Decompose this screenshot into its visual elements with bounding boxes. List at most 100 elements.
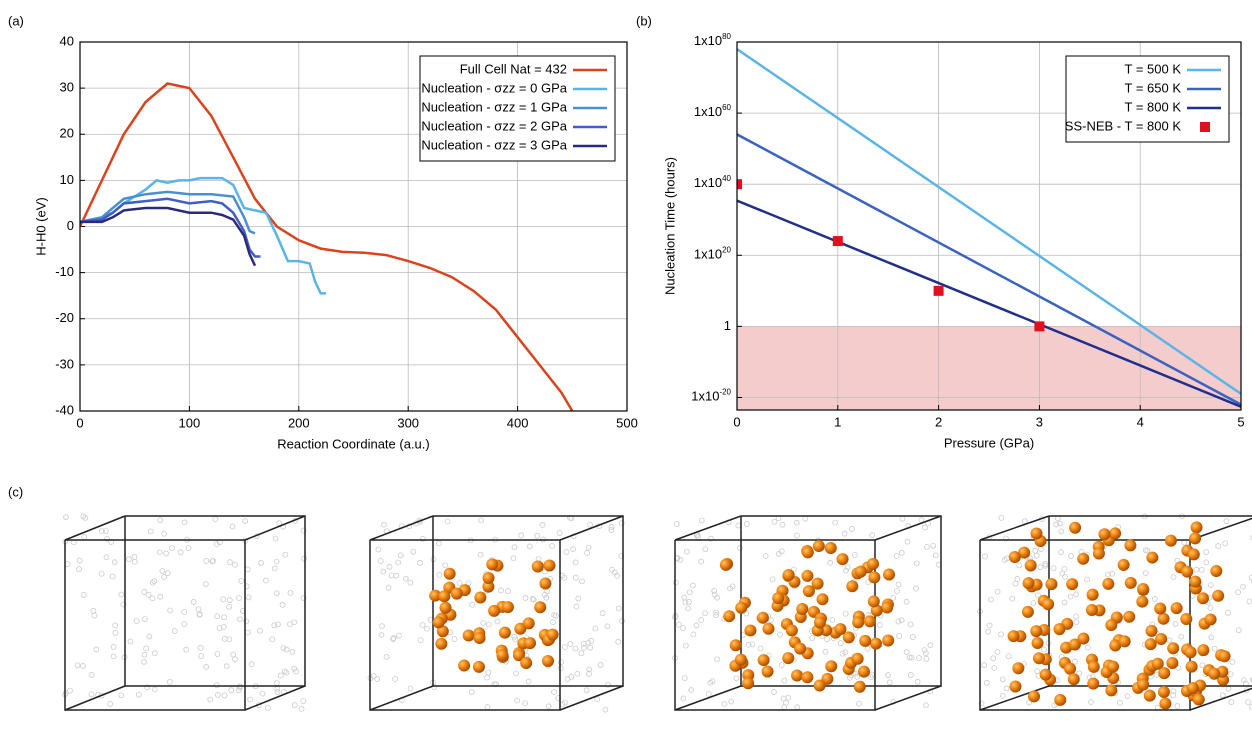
matrix-atom: [842, 610, 849, 617]
matrix-atom: [529, 596, 536, 602]
matrix-atom: [681, 675, 688, 681]
matrix-atom: [1088, 699, 1094, 705]
matrix-atom: [151, 578, 158, 584]
precipitate-atom: [1031, 637, 1044, 650]
matrix-atom: [778, 662, 785, 668]
matrix-atom: [181, 621, 188, 628]
precipitate-atom: [1087, 677, 1100, 690]
matrix-atom: [214, 651, 221, 657]
matrix-atom: [1105, 571, 1111, 578]
matrix-atom: [202, 581, 209, 587]
matrix-atom: [223, 663, 230, 670]
matrix-atom: [1033, 552, 1040, 559]
cell-edge: [559, 685, 624, 711]
matrix-atom: [301, 555, 307, 562]
matrix-atom: [711, 587, 718, 594]
matrix-atom: [824, 636, 830, 642]
matrix-atom: [923, 702, 929, 709]
matrix-atom: [713, 612, 719, 618]
matrix-atom: [556, 530, 563, 536]
precipitate-atom: [863, 615, 876, 628]
precipitate-atom: [735, 601, 748, 614]
matrix-atom: [63, 514, 69, 521]
matrix-atom: [281, 668, 288, 675]
matrix-atom: [1084, 576, 1090, 583]
matrix-atom: [558, 659, 564, 666]
matrix-atom: [112, 630, 119, 636]
matrix-atom: [1062, 574, 1068, 580]
matrix-atom: [894, 588, 900, 594]
matrix-atom: [181, 519, 188, 526]
matrix-atom: [1219, 692, 1226, 699]
precipitate-atom: [719, 558, 732, 571]
matrix-atom: [1193, 566, 1200, 573]
matrix-atom: [762, 553, 769, 559]
cell-edge: [244, 515, 306, 541]
matrix-atom: [768, 617, 774, 624]
precipitate-atom: [432, 616, 445, 629]
matrix-atom: [287, 590, 294, 596]
matrix-atom: [494, 618, 501, 625]
matrix-atom: [1227, 671, 1234, 678]
matrix-atom: [922, 524, 929, 531]
matrix-atom: [585, 639, 592, 646]
matrix-atom: [133, 618, 140, 624]
matrix-atom: [1246, 598, 1252, 605]
matrix-atom: [258, 560, 264, 566]
matrix-atom: [232, 656, 238, 663]
precipitate-atom: [801, 671, 814, 684]
matrix-atom: [393, 572, 400, 579]
matrix-atom: [149, 595, 156, 602]
matrix-atom: [407, 579, 414, 586]
matrix-atom: [98, 528, 105, 535]
matrix-atom: [1009, 595, 1016, 602]
matrix-atom: [802, 515, 809, 522]
matrix-atom: [868, 674, 874, 681]
matrix-atom: [169, 545, 176, 552]
precipitate-atom: [1208, 667, 1221, 680]
matrix-atom: [745, 641, 752, 648]
precipitate-atom: [851, 652, 864, 665]
matrix-atom: [279, 601, 286, 608]
matrix-atom: [895, 581, 902, 588]
matrix-atom: [149, 579, 156, 586]
matrix-atom: [237, 684, 243, 691]
series-line: [737, 199, 1241, 408]
matrix-atom: [271, 622, 278, 629]
precipitate-atom: [1077, 632, 1090, 645]
precipitate-atom: [450, 587, 463, 600]
matrix-atom: [112, 622, 119, 629]
matrix-atom: [526, 543, 533, 550]
matrix-atom: [171, 628, 178, 634]
matrix-atom: [419, 622, 426, 629]
matrix-atom: [991, 665, 998, 671]
matrix-atom: [111, 559, 118, 566]
matrix-atom: [544, 588, 551, 595]
matrix-atom: [1035, 592, 1041, 599]
cell-edge: [559, 515, 624, 541]
matrix-atom: [274, 621, 281, 628]
matrix-atom: [982, 553, 988, 560]
y-tick-label: 20: [60, 126, 74, 141]
precipitate-atom: [857, 665, 870, 678]
x-tick-label: 400: [507, 415, 529, 430]
cell-edge: [64, 515, 126, 541]
matrix-atom: [809, 635, 816, 641]
y-tick-label: -30: [55, 356, 74, 371]
matrix-atom: [417, 637, 424, 644]
matrix-atom: [1034, 668, 1041, 675]
matrix-atom: [127, 638, 134, 645]
matrix-atom: [1068, 553, 1074, 560]
matrix-atom: [1051, 702, 1058, 709]
precipitate-atom: [1123, 610, 1136, 623]
matrix-atom: [484, 674, 490, 681]
matrix-atom: [103, 528, 109, 535]
matrix-atom: [478, 517, 485, 524]
precipitate-atom: [867, 595, 880, 608]
matrix-atom: [614, 572, 620, 579]
precipitate-atom: [1164, 534, 1177, 547]
y-tick-label: 10: [60, 172, 74, 187]
matrix-atom: [93, 646, 100, 653]
matrix-atom: [396, 632, 402, 639]
